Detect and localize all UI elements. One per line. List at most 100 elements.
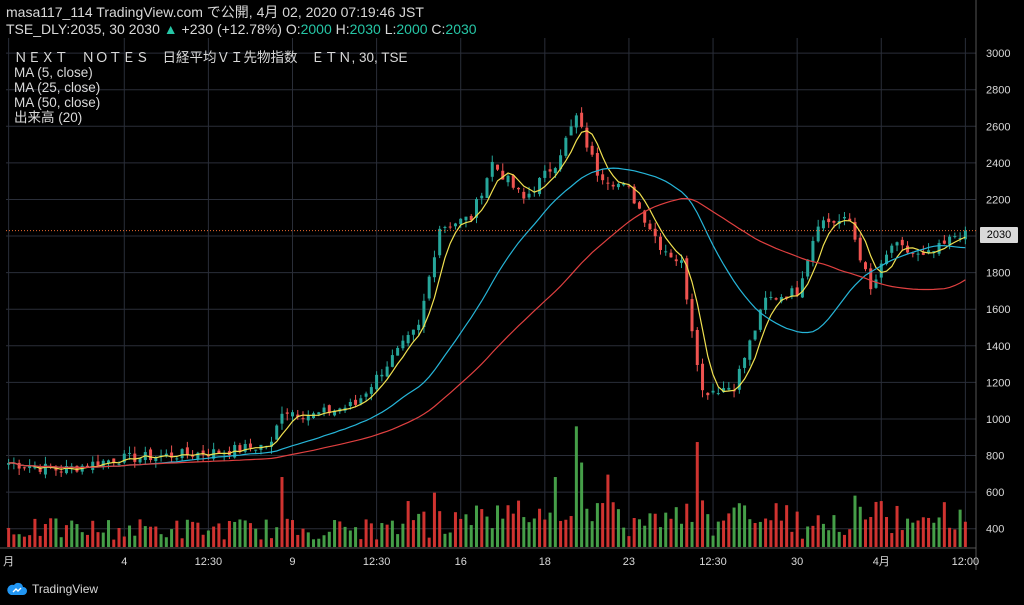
candle-body (348, 401, 352, 407)
volume-bar (890, 533, 894, 547)
volume-bar (690, 521, 694, 547)
volume-bar (369, 523, 373, 547)
time-tick-label: 9 (289, 556, 295, 568)
candle-body (443, 226, 447, 228)
volume-bar (217, 523, 221, 547)
time-axis[interactable]: 月 4 12:30 9 12:30 16 18 23 12:30 30 4月 12:00 (3, 556, 979, 568)
volume-bar (716, 521, 720, 547)
volume-bar (937, 517, 941, 547)
indicator-ma25[interactable]: MA (25, close) (14, 80, 101, 95)
volume-bar (438, 511, 442, 547)
volume-bar (585, 508, 589, 547)
volume-bar (390, 520, 394, 547)
candle-body (953, 236, 957, 238)
candle-body (769, 297, 773, 299)
candle-body (958, 237, 962, 239)
volume-bar (522, 517, 526, 547)
candle-body (506, 175, 510, 183)
volume-bar (948, 527, 952, 547)
volume-bar (653, 513, 657, 547)
candle-body (564, 137, 568, 156)
cloud-icon (7, 582, 27, 595)
volume-bar (748, 519, 752, 547)
candle-body (254, 449, 258, 451)
volume-bar (85, 534, 89, 547)
candle-body (790, 288, 794, 297)
volume-bar (590, 521, 594, 547)
candle-body (932, 251, 936, 253)
volume-bar (827, 530, 831, 547)
volume-bar (643, 525, 647, 547)
candle-body (296, 414, 300, 418)
volume-bar (185, 519, 189, 547)
volume-bar (133, 535, 137, 547)
volume-bar (348, 530, 352, 547)
time-tick-label: 16 (455, 556, 467, 568)
chart-title[interactable]: ＮＥＸＴ ＮＯＴＥＳ 日経平均ＶＩ先物指数 ＥＴＮ, 30, TSE (14, 50, 408, 65)
candle-body (322, 407, 326, 413)
volume-bar (532, 518, 536, 547)
close-value: 2030 (445, 21, 477, 37)
candle-body (401, 340, 405, 349)
volume-bar (338, 521, 342, 547)
volume-bar (574, 426, 578, 547)
candle-body (196, 452, 200, 459)
volume-bar (559, 520, 563, 547)
indicator-ma5[interactable]: MA (5, close) (14, 65, 93, 80)
volume-bar (411, 520, 415, 547)
candle-body (354, 399, 358, 405)
volume-bar (375, 539, 379, 547)
volume-bar (453, 512, 457, 547)
volume-bar (17, 534, 21, 547)
volume-bar (758, 521, 762, 547)
volume-bar (464, 514, 468, 547)
volume-bar (212, 526, 216, 547)
volume-bar (632, 518, 636, 547)
volume-bar (149, 526, 153, 547)
tradingview-logo[interactable]: TradingView (6, 582, 98, 596)
candle-body (301, 418, 305, 420)
volume-bar (727, 513, 731, 547)
volume-bar (364, 519, 368, 547)
volume-bar (764, 518, 768, 547)
indicator-ma50[interactable]: MA (50, close) (14, 95, 101, 110)
candle-body (490, 161, 494, 177)
candle-body (396, 347, 400, 356)
candle-body (128, 452, 132, 454)
volume-bar (701, 500, 705, 547)
volume-bar (821, 523, 825, 547)
volume-bar (469, 525, 473, 547)
candle-body (574, 115, 578, 128)
candle-body (380, 374, 384, 377)
candle-body (117, 463, 121, 465)
indicator-volume[interactable]: 出来高 (20) (14, 110, 83, 125)
volume-bar (380, 523, 384, 547)
candle-body (317, 412, 321, 415)
close-label: C: (431, 21, 446, 37)
volume-bar (506, 505, 510, 547)
volume-bar (22, 536, 26, 547)
candle-body (85, 465, 89, 468)
volume-bar (627, 536, 631, 547)
volume-bar (243, 520, 247, 547)
volume-bar (164, 537, 168, 547)
volume-bar (795, 511, 799, 547)
volume-bar (33, 518, 37, 547)
volume-bar (664, 512, 668, 547)
candle-body (7, 462, 11, 465)
price-axis[interactable]: 4006008001000120014001600180020002200240… (986, 48, 1010, 536)
volume-bar (806, 526, 810, 547)
time-tick-label: 23 (623, 556, 635, 568)
price-tick-label: 2800 (986, 85, 1010, 97)
candle-body (517, 187, 521, 190)
volume-bar (80, 532, 84, 547)
candle-body (816, 226, 820, 242)
volume-bar (722, 520, 726, 547)
volume-bar (811, 525, 815, 547)
candle-body (669, 252, 673, 258)
volume-bar (543, 519, 547, 547)
volume-bar (170, 529, 174, 547)
volume-bar (848, 529, 852, 547)
